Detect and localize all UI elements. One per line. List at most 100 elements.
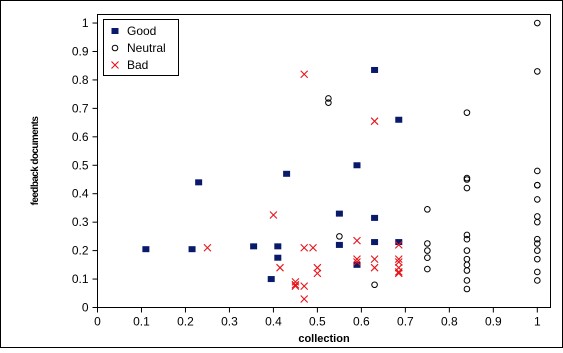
point-neutral — [325, 99, 332, 106]
point-neutral — [463, 109, 471, 116]
point-bad-stroke — [394, 268, 403, 276]
point-neutral — [424, 247, 431, 254]
point-bad — [353, 236, 361, 245]
y-tick-label: 0.6 — [72, 130, 89, 144]
point-bad-stroke — [370, 255, 379, 264]
point-bad-stroke — [370, 263, 379, 272]
plot-area-frame — [97, 14, 551, 308]
point-bad — [291, 282, 300, 291]
legend: Good Neutral Bad — [103, 19, 179, 76]
series-good — [142, 66, 403, 283]
legend-marker-good — [111, 28, 119, 34]
point-neutral — [534, 19, 541, 27]
point-bad — [394, 268, 403, 276]
x-tick-label: 0.1 — [133, 315, 150, 329]
x-axis: 0 0.1 0.2 0.3 0.4 0.5 0.6 0.7 0.8 0.9 1 — [94, 307, 541, 329]
point-bad-stroke — [353, 236, 361, 245]
y-tick-label: 0.7 — [72, 101, 89, 115]
data-points — [142, 19, 541, 303]
x-tick-label: 0.4 — [265, 315, 282, 329]
y-tick-label: 0.8 — [72, 73, 89, 87]
point-neutral — [534, 277, 541, 284]
point-neutral — [534, 181, 541, 189]
point-good — [395, 239, 403, 246]
point-bad-stroke — [300, 295, 309, 303]
point-bad — [394, 269, 403, 278]
point-bad — [203, 243, 212, 252]
y-tick-label: 0 — [82, 301, 89, 315]
point-bad — [269, 211, 278, 219]
point-bad — [313, 263, 322, 272]
point-bad — [276, 263, 284, 272]
point-good — [195, 179, 203, 186]
point-bad-stroke — [276, 263, 284, 272]
x-tick-label: 0.2 — [177, 315, 194, 329]
point-neutral — [463, 285, 471, 293]
point-neutral — [336, 233, 343, 240]
y-tick-label: 0.5 — [72, 158, 89, 172]
point-bad-stroke — [291, 280, 300, 289]
point-good — [267, 276, 275, 283]
point-good — [283, 170, 291, 177]
point-bad — [370, 263, 379, 272]
point-bad-stroke — [313, 269, 322, 278]
x-tick-label: 0.9 — [485, 315, 502, 329]
point-good — [188, 246, 196, 253]
y-tick-label: 0.1 — [72, 272, 89, 286]
point-bad-stroke — [313, 263, 322, 272]
point-bad — [313, 269, 322, 278]
series-neutral — [325, 19, 541, 293]
point-neutral — [463, 176, 471, 183]
point-bad-stroke — [394, 269, 403, 278]
point-bad — [300, 282, 309, 291]
point-bad-stroke — [394, 255, 403, 264]
y-tick-label: 0.2 — [72, 244, 89, 258]
point-bad-stroke — [394, 258, 403, 266]
point-good — [353, 162, 361, 169]
x-tick-label: 0.5 — [309, 315, 326, 329]
y-axis-title: feedback documents — [30, 116, 41, 206]
point-good — [250, 243, 258, 250]
point-neutral — [534, 68, 541, 75]
point-neutral — [463, 267, 471, 274]
point-good — [395, 116, 403, 123]
point-bad — [300, 295, 309, 303]
series-bad — [203, 70, 403, 303]
point-bad-stroke — [269, 211, 278, 219]
point-neutral — [463, 247, 471, 254]
point-neutral — [424, 265, 431, 273]
x-tick-label: 0.3 — [221, 315, 238, 329]
point-good — [142, 246, 150, 253]
point-neutral — [463, 231, 471, 239]
point-good — [335, 241, 343, 248]
point-bad — [309, 243, 317, 252]
point-good — [371, 66, 379, 73]
point-bad-stroke — [353, 255, 361, 264]
point-neutral — [534, 255, 541, 263]
y-tick-label: 0.4 — [72, 187, 89, 201]
point-neutral — [534, 218, 541, 226]
x-tick-label: 0.8 — [441, 315, 458, 329]
point-bad — [370, 255, 379, 264]
point-neutral — [424, 254, 431, 262]
legend-marker-bad — [111, 61, 119, 69]
legend-label-neutral: Neutral — [127, 41, 166, 55]
point-neutral — [325, 95, 332, 102]
legend-marker-bad-stroke — [111, 61, 119, 69]
point-bad — [300, 243, 309, 252]
x-tick-label: 0.7 — [397, 315, 414, 329]
point-bad-stroke — [300, 70, 309, 79]
y-tick-label: 0.3 — [72, 215, 89, 229]
point-bad — [353, 258, 361, 266]
point-neutral — [534, 235, 541, 243]
point-good — [335, 210, 343, 217]
point-bad — [353, 255, 361, 264]
point-neutral — [371, 281, 378, 289]
y-axis: 0 0.1 0.2 0.3 0.4 0.5 0.6 0.7 0.8 0.9 1 — [72, 16, 98, 315]
point-bad-stroke — [394, 241, 403, 249]
point-bad-stroke — [300, 243, 309, 252]
point-bad — [394, 241, 403, 249]
